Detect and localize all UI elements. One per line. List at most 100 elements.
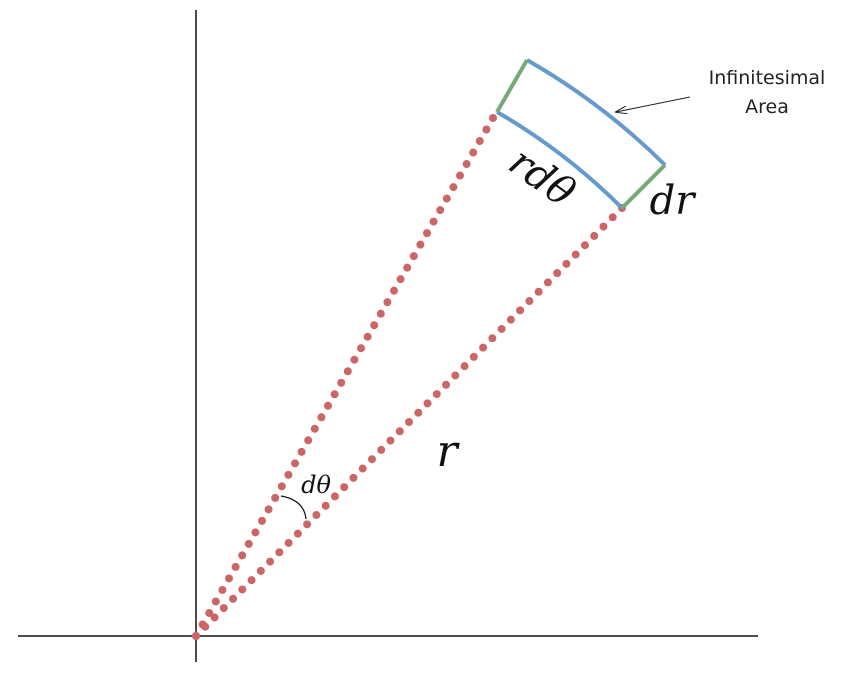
dot (429, 217, 438, 226)
dot (211, 597, 220, 606)
dot (358, 464, 367, 473)
dot (218, 585, 227, 594)
dot (442, 380, 451, 389)
dot (210, 613, 219, 622)
dot (275, 548, 284, 557)
dot (479, 343, 488, 352)
dot (350, 355, 359, 364)
dot (571, 250, 580, 259)
dot (506, 315, 515, 324)
dot (432, 390, 441, 399)
dot (442, 194, 451, 203)
dot (340, 483, 349, 492)
dot (238, 585, 247, 594)
inner-arc (495, 110, 624, 210)
dot (383, 298, 392, 307)
dot (321, 501, 330, 510)
outer-arc (526, 58, 667, 167)
dot (219, 604, 228, 613)
radial-lines (192, 114, 626, 640)
dot (303, 520, 312, 529)
dot (449, 183, 458, 192)
dot (244, 539, 253, 548)
annotation-text: Infinitesimal (709, 67, 826, 89)
dot (284, 538, 293, 547)
dot (469, 148, 478, 157)
dot (343, 367, 352, 376)
dot (205, 608, 214, 617)
dot (423, 399, 432, 408)
dot (409, 252, 418, 261)
dot (225, 574, 233, 583)
dot (258, 516, 266, 525)
annotation-arrow (616, 96, 691, 112)
radius-label: r (436, 426, 460, 477)
dot (312, 511, 321, 520)
dot (271, 493, 280, 502)
dot (395, 427, 404, 436)
annotation-text: Area (745, 96, 789, 118)
dot (386, 436, 395, 445)
dot (525, 297, 534, 306)
arc-length-label: rdθ (500, 139, 583, 217)
angle-label: dθ (301, 471, 331, 499)
angle-arc (280, 495, 307, 520)
dot (291, 459, 299, 468)
dot (317, 413, 326, 422)
dot (516, 306, 525, 315)
dot (469, 352, 478, 361)
dot (497, 324, 506, 333)
dot (543, 278, 552, 287)
radial-edge (620, 163, 667, 210)
dot (396, 275, 405, 284)
dot (363, 332, 372, 341)
dot (370, 321, 379, 330)
dot (231, 562, 240, 571)
dot (489, 114, 497, 122)
dot (277, 482, 286, 491)
dot (201, 622, 210, 631)
dot (599, 222, 608, 231)
dot (247, 576, 256, 585)
dot (416, 240, 425, 249)
dot (405, 418, 413, 426)
dot (256, 566, 265, 575)
dot (264, 505, 273, 514)
dot (377, 445, 386, 454)
dot (580, 241, 589, 250)
dot (297, 447, 306, 456)
dot (462, 160, 471, 169)
dot (357, 344, 365, 353)
dot (590, 231, 599, 240)
dot (390, 286, 398, 295)
dot (229, 594, 238, 603)
dot (293, 529, 302, 538)
dot (475, 137, 484, 146)
dot (376, 309, 385, 318)
radial-width-label: dr (650, 178, 698, 224)
dot (266, 557, 275, 566)
dot (367, 455, 376, 464)
dot (423, 229, 431, 238)
dot (534, 287, 543, 296)
dot (562, 259, 571, 268)
dot (482, 125, 491, 134)
dot (330, 492, 339, 501)
radial-edge (495, 59, 529, 113)
dot (349, 473, 358, 482)
dot (284, 470, 293, 479)
dot (451, 371, 460, 380)
dot (330, 390, 339, 399)
dot (414, 408, 423, 417)
dot (324, 401, 332, 410)
dot (403, 263, 412, 272)
dot (337, 378, 346, 387)
dot (238, 551, 247, 560)
dot (304, 436, 313, 445)
dot (488, 334, 497, 343)
dot (456, 171, 464, 180)
dot (251, 528, 260, 537)
dot (608, 213, 617, 222)
